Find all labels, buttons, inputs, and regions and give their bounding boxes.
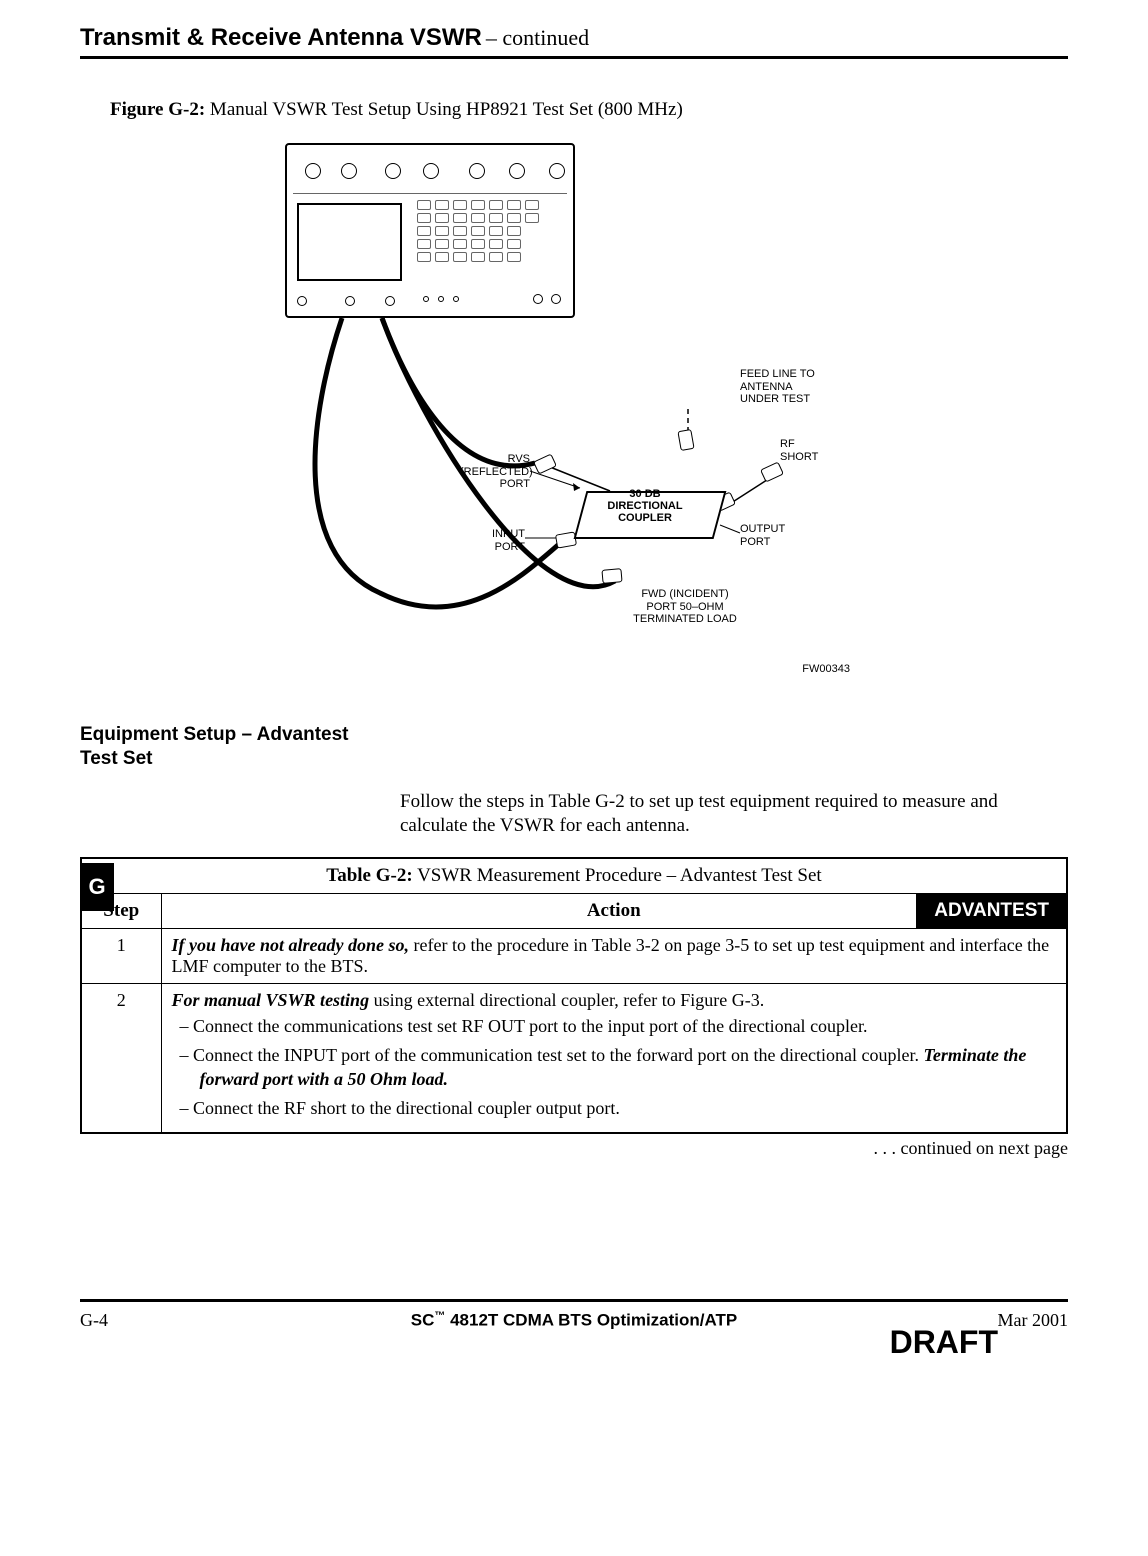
port bbox=[438, 296, 444, 302]
figure-caption-bold: Figure G-2: bbox=[110, 99, 205, 120]
knob bbox=[469, 163, 485, 179]
procedure-table: Table G-2: VSWR Measurement Procedure – … bbox=[80, 857, 1068, 1135]
row2-lead-bold: For manual VSWR testing bbox=[172, 990, 370, 1010]
title-continued: – continued bbox=[486, 25, 589, 50]
figure-id: FW00343 bbox=[730, 663, 850, 676]
connector bbox=[677, 429, 694, 451]
knob bbox=[385, 163, 401, 179]
section-heading: Equipment Setup – Advantest Test Set bbox=[80, 723, 1068, 771]
device-screen bbox=[297, 203, 402, 281]
footer-center-post: 4812T CDMA BTS Optimization/ATP bbox=[445, 1311, 737, 1330]
port bbox=[453, 296, 459, 302]
table-caption: Table G-2: VSWR Measurement Procedure – … bbox=[81, 858, 1067, 894]
port bbox=[423, 296, 429, 302]
knob bbox=[509, 163, 525, 179]
draft-watermark: DRAFT bbox=[890, 1324, 998, 1361]
step-action: For manual VSWR testing using external d… bbox=[161, 983, 1067, 1133]
port bbox=[345, 296, 355, 306]
list-item: Connect the RF short to the directional … bbox=[172, 1097, 1057, 1120]
knob bbox=[341, 163, 357, 179]
port bbox=[551, 294, 561, 304]
test-set-device bbox=[285, 143, 575, 318]
figure-caption-rest: Manual VSWR Test Setup Using HP8921 Test… bbox=[205, 99, 683, 120]
table-row: 1 If you have not already done so, refer… bbox=[81, 928, 1067, 983]
bullet2-pre: Connect the INPUT port of the communicat… bbox=[193, 1045, 924, 1065]
appendix-tab: G bbox=[80, 863, 114, 911]
row1-lead-bold: If you have not already done so, bbox=[172, 935, 410, 955]
brand-badge: ADVANTEST bbox=[916, 893, 1067, 929]
connector bbox=[601, 568, 622, 584]
list-item: Connect the INPUT port of the communicat… bbox=[172, 1044, 1057, 1091]
port bbox=[385, 296, 395, 306]
step-action: If you have not already done so, refer t… bbox=[161, 928, 1067, 983]
knob bbox=[305, 163, 321, 179]
label-rvs-port: RVS (REFLECTED) PORT bbox=[460, 453, 530, 491]
page-title-bar: Transmit & Receive Antenna VSWR – contin… bbox=[80, 24, 1068, 59]
footer-center-pre: SC bbox=[411, 1311, 435, 1330]
continued-note: . . . continued on next page bbox=[80, 1138, 1068, 1159]
step-number: 2 bbox=[81, 983, 161, 1133]
label-feed-line: FEED LINE TO ANTENNA UNDER TEST bbox=[740, 368, 815, 406]
footer-date: Mar 2001 bbox=[998, 1310, 1069, 1331]
table-row: 2 For manual VSWR testing using external… bbox=[81, 983, 1067, 1133]
label-output-port: OUTPUT PORT bbox=[740, 523, 785, 548]
label-rf-short: RF SHORT bbox=[780, 438, 818, 463]
label-input-port: INPUT PORT bbox=[480, 528, 525, 553]
device-bottom-panel bbox=[293, 290, 567, 312]
knob bbox=[549, 163, 565, 179]
step-number: 1 bbox=[81, 928, 161, 983]
port bbox=[297, 296, 307, 306]
col-header-action: Action ADVANTEST bbox=[161, 893, 1067, 928]
knob bbox=[423, 163, 439, 179]
list-item: Connect the communications test set RF O… bbox=[172, 1015, 1057, 1038]
table-caption-rest: VSWR Measurement Procedure – Advantest T… bbox=[413, 865, 822, 886]
device-keypad bbox=[417, 200, 567, 282]
coupler-label: 30 DB DIRECTIONAL COUPLER bbox=[580, 488, 710, 524]
connector bbox=[760, 461, 784, 482]
port bbox=[533, 294, 543, 304]
bullet-list: Connect the communications test set RF O… bbox=[172, 1015, 1057, 1121]
figure-caption: Figure G-2: Manual VSWR Test Setup Using… bbox=[110, 99, 1068, 121]
table-caption-bold: Table G-2: bbox=[326, 865, 412, 886]
footer-tm: ™ bbox=[434, 1310, 445, 1322]
label-fwd-port: FWD (INCIDENT) PORT 50–OHM TERMINATED LO… bbox=[610, 588, 760, 626]
connector bbox=[533, 453, 557, 474]
col-header-action-text: Action bbox=[587, 900, 641, 921]
device-top-panel bbox=[293, 149, 567, 194]
body-paragraph: Follow the steps in Table G-2 to set up … bbox=[400, 790, 1068, 839]
page-footer: G-4 SC™ 4812T CDMA BTS Optimization/ATP … bbox=[80, 1299, 1068, 1359]
row2-lead-rest: using external directional coupler, refe… bbox=[369, 990, 764, 1010]
figure-diagram: 30 DB DIRECTIONAL COUPLER FEED LINE TO A… bbox=[80, 133, 1068, 703]
title-main: Transmit & Receive Antenna VSWR bbox=[80, 24, 482, 51]
